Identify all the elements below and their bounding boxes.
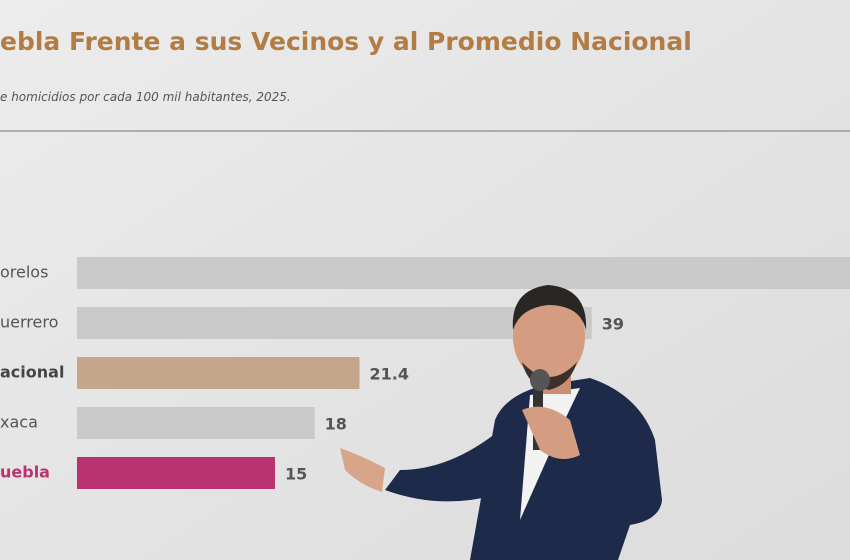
arm (385, 430, 500, 502)
bar (77, 407, 315, 439)
hand-mic (522, 406, 580, 459)
bar (77, 257, 850, 289)
suit (470, 378, 662, 560)
head (513, 293, 585, 381)
value-label: 15 (285, 465, 307, 484)
value-label: 39 (602, 315, 624, 334)
value-label: 18 (325, 415, 347, 434)
category-label: xaca (0, 413, 38, 432)
value-label: 21.4 (369, 365, 408, 384)
category-label: uerrero (0, 313, 58, 332)
bar (77, 457, 275, 489)
category-label: orelos (0, 263, 48, 282)
bar-chart: orelos uerrero 39 acional 21.4 xaca 18 uebla 15 (0, 257, 850, 489)
slide-subtitle: e homicidios por cada 100 mil habitantes… (0, 90, 291, 104)
category-label: acional (0, 363, 64, 382)
hair (512, 285, 587, 330)
category-label: uebla (0, 463, 50, 482)
mic-head (530, 369, 550, 391)
presenter (340, 285, 662, 560)
bar (77, 357, 360, 389)
bar (77, 307, 592, 339)
slide-title: ebla Frente a sus Vecinos y al Promedio … (0, 27, 692, 56)
hand (340, 448, 385, 492)
